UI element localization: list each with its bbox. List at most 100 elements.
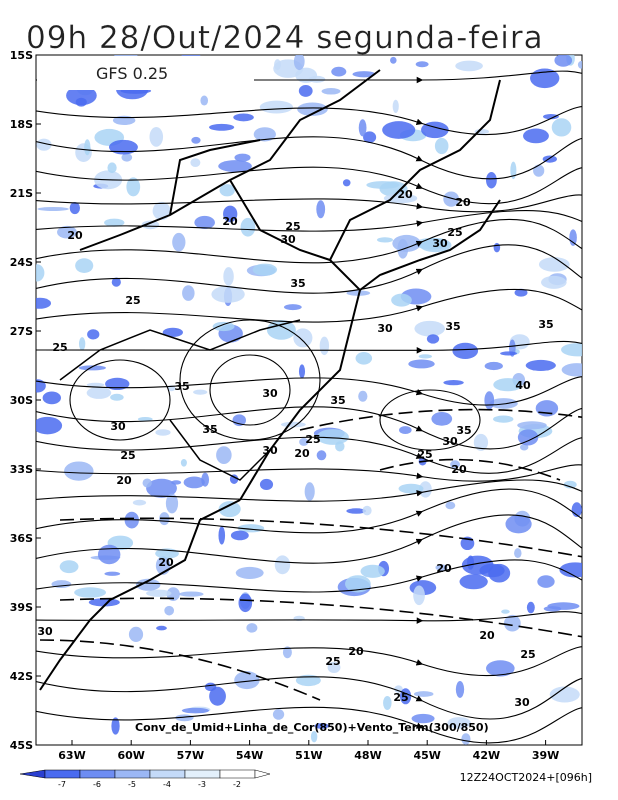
contour-label: 25 [125, 294, 140, 307]
humidity-patch [172, 232, 186, 252]
humidity-patch [142, 478, 152, 488]
colorbar-cell [184, 769, 221, 779]
colorbar-label: -4 [163, 780, 171, 789]
humidity-patch [155, 429, 171, 436]
humidity-patch [149, 126, 164, 147]
humidity-patch [414, 320, 445, 337]
contour-label: 25 [325, 655, 340, 668]
humidity-patch [78, 337, 86, 351]
lon-label: 45W [413, 749, 440, 762]
lat-label: 18S [10, 118, 33, 131]
humidity-patch [183, 476, 205, 489]
humidity-patch [36, 138, 52, 151]
humidity-patch [486, 660, 515, 677]
state-borders [79, 69, 501, 501]
contour-label: 25 [520, 648, 535, 661]
contour-label: 25 [52, 341, 67, 354]
humidity-patch [190, 158, 201, 168]
lat-label: 45S [10, 739, 33, 752]
lon-label: 60W [117, 749, 144, 762]
humidity-patch [193, 389, 208, 395]
humidity-patch [216, 446, 232, 464]
humidity-patch [200, 95, 209, 106]
humidity-patch [135, 578, 161, 591]
humidity-patch [297, 102, 328, 116]
humidity-patch [304, 482, 315, 501]
humidity-patch [455, 680, 465, 698]
streamline [36, 405, 582, 450]
humidity-patch [240, 217, 256, 237]
isotach [379, 458, 561, 481]
humidity-patch [238, 593, 253, 613]
humidity-patch [358, 119, 367, 137]
humidity-patch [413, 691, 434, 697]
humidity-patch [235, 566, 264, 579]
humidity-patch [234, 153, 251, 162]
humidity-patch [37, 206, 69, 211]
humidity-patch [64, 461, 94, 481]
lat-label: 15S [10, 49, 33, 62]
humidity-patch [132, 499, 147, 506]
colorbar-label: -7 [58, 780, 66, 789]
lon-label: 63W [58, 749, 85, 762]
streamline [36, 135, 582, 180]
humidity-patch [316, 429, 349, 445]
humidity-patch [390, 56, 397, 64]
humidity-patch [104, 218, 125, 227]
humidity-patch [577, 60, 582, 69]
run-label: 12Z24OCT2024+[096h] [460, 771, 592, 784]
contour-label: 25 [120, 449, 135, 462]
humidity-patch [253, 127, 276, 142]
humidity-patch [434, 137, 449, 155]
humidity-patch [126, 177, 141, 197]
lat-label: 39S [10, 601, 33, 614]
humidity-patch [314, 723, 329, 729]
humidity-patch [321, 88, 341, 95]
humidity-patch [561, 343, 582, 357]
humidity-patch [561, 363, 582, 377]
lon-label: 39W [532, 749, 559, 762]
humidity-patch [415, 61, 429, 68]
humidity-patch [69, 201, 81, 215]
contour-label: 30 [110, 420, 126, 433]
streamline [36, 645, 582, 676]
humidity-patch [376, 237, 394, 243]
streamline [36, 210, 582, 232]
humidity-patch [57, 225, 77, 239]
streamline [36, 340, 582, 354]
lat-label: 21S [10, 187, 33, 200]
contour-label: 30 [262, 444, 278, 457]
humidity-patch [111, 717, 120, 735]
humidity-patch [551, 118, 572, 137]
humidity-patch [274, 555, 291, 575]
lat-label: 42S [10, 670, 33, 683]
humidity-patch [549, 686, 580, 703]
humidity-patch [141, 220, 160, 230]
contour-label: 20 [222, 215, 238, 228]
contour-label: 35 [538, 318, 553, 331]
colorbar: -7 -6 -5 -4 -3 -2 [19, 769, 271, 789]
humidity-patch [223, 267, 234, 286]
humidity-patch [547, 602, 580, 610]
humidity-patch [105, 377, 130, 391]
humidity-patch [293, 328, 313, 348]
colorbar-label: -3 [198, 780, 206, 789]
humidity-patch [298, 85, 313, 97]
contour-label: 30 [262, 387, 278, 400]
humidity-patch [75, 258, 94, 273]
humidity-patch [352, 71, 376, 78]
humidity-patch [78, 365, 106, 371]
isotachs [39, 408, 582, 701]
contour-label: 20 [397, 188, 413, 201]
humidity-patch [298, 364, 306, 379]
humidity-patch [362, 505, 372, 516]
humidity-patch [523, 128, 549, 144]
humidity-patch [266, 320, 296, 340]
humidity-patch [164, 605, 175, 616]
humidity-patch [191, 136, 201, 144]
contour-label: 20 [451, 463, 467, 476]
humidity-patch [345, 575, 371, 593]
colorbar-right [254, 769, 271, 779]
streamline [36, 218, 582, 264]
colorbar-cell [79, 769, 116, 779]
